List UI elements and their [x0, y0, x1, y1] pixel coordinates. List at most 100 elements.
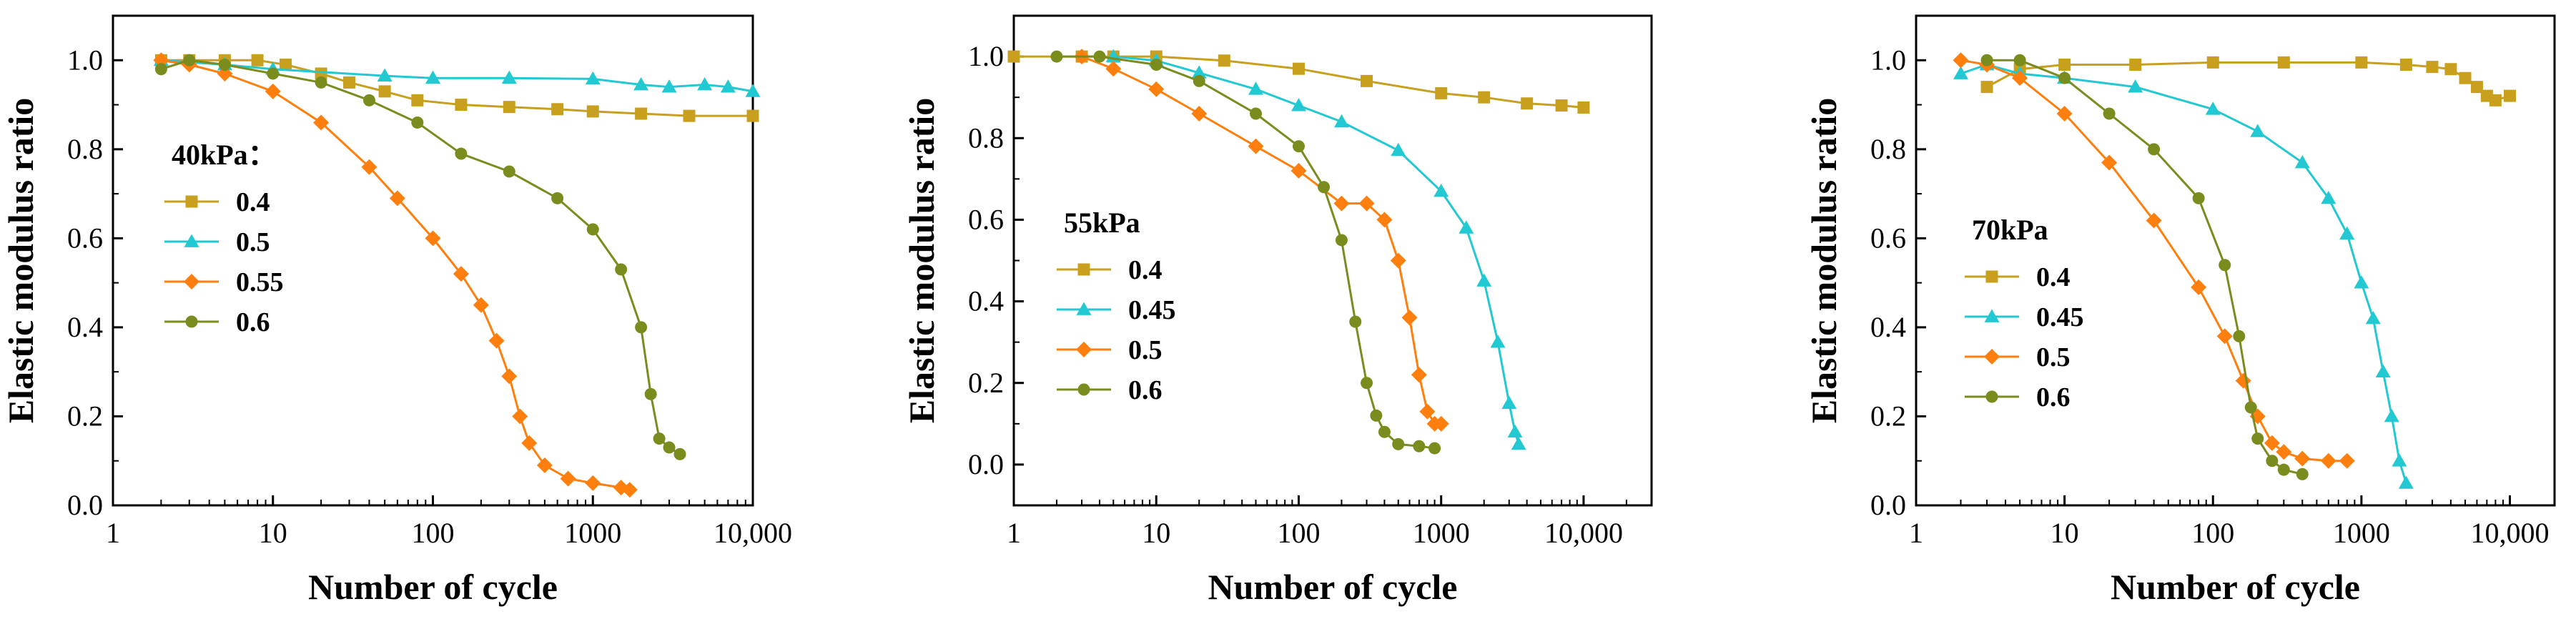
- data-point: [1050, 50, 1063, 63]
- legend-marker: [1984, 349, 2000, 365]
- data-point: [586, 105, 599, 118]
- data-point: [1093, 50, 1106, 63]
- data-point: [586, 223, 599, 236]
- plot-frame: [1012, 14, 1653, 507]
- legend-label: 0.4: [236, 187, 270, 217]
- chart-panel-70kPa: 1 10 100 1000 10,000 0.0 0.2 0.4 0.6 0.8 1.0 Number…: [1804, 14, 2556, 607]
- data-point: [2294, 450, 2311, 467]
- data-point: [1507, 424, 1523, 438]
- x-tick-label: 10: [1142, 517, 1170, 549]
- data-point: [2426, 61, 2439, 74]
- data-point: [1391, 142, 1406, 157]
- data-point: [2216, 328, 2233, 345]
- legend-marker: [184, 274, 199, 289]
- data-point: [2250, 124, 2266, 137]
- data-point: [1191, 65, 1207, 79]
- data-point: [1478, 91, 1491, 104]
- data-point: [453, 266, 469, 282]
- data-point: [1419, 403, 1436, 420]
- legend-marker: [184, 234, 199, 247]
- data-point: [1333, 114, 1349, 128]
- data-point: [1291, 98, 1306, 112]
- legend-label: 0.55: [236, 267, 284, 297]
- data-point: [1401, 310, 1418, 326]
- data-point: [697, 77, 713, 91]
- data-point: [683, 109, 696, 122]
- y-tick-label: 1.0: [67, 44, 103, 76]
- data-point: [315, 67, 327, 80]
- y-tick-label: 0.0: [1870, 489, 1906, 521]
- data-point: [1378, 425, 1391, 438]
- data-point: [1318, 181, 1331, 194]
- x-tick-label: 10: [2051, 517, 2079, 549]
- data-point: [1376, 212, 1393, 228]
- series-0.45: [1953, 57, 2414, 489]
- plot-frame: [1915, 14, 2556, 507]
- legend-marker: [1077, 263, 1090, 276]
- plot-frame: [112, 14, 754, 507]
- x-tick-label: 1: [1909, 517, 1923, 549]
- x-tick-label: 100: [412, 517, 455, 549]
- data-point: [720, 79, 736, 93]
- data-point: [2339, 226, 2355, 240]
- x-tick-label: 1000: [564, 517, 621, 549]
- data-point: [512, 408, 528, 425]
- data-point: [536, 457, 553, 473]
- data-point: [2277, 463, 2290, 476]
- data-point: [2058, 59, 2071, 71]
- data-point: [1459, 220, 1474, 234]
- data-point: [745, 84, 761, 97]
- series-0.45: [1105, 49, 1526, 450]
- data-point: [501, 368, 518, 385]
- data-point: [1953, 52, 1969, 69]
- legend-marker: [1985, 390, 1998, 403]
- data-point: [2444, 63, 2457, 76]
- y-tick-label: 0.4: [67, 311, 103, 343]
- legend-label: 0.6: [1128, 375, 1163, 405]
- data-point: [2056, 106, 2073, 122]
- data-point: [1335, 234, 1348, 247]
- x-tick-label: 10: [259, 517, 287, 549]
- data-point: [1370, 409, 1383, 422]
- y-tick-label: 0.6: [968, 203, 1004, 235]
- data-point: [1358, 195, 1375, 212]
- data-point: [1291, 162, 1307, 179]
- data-point: [267, 67, 280, 80]
- data-point: [1511, 436, 1526, 450]
- legend-marker: [1985, 270, 1998, 283]
- data-point: [2384, 408, 2399, 422]
- data-point: [2013, 54, 2026, 66]
- data-point: [635, 107, 648, 120]
- data-point: [2276, 444, 2292, 460]
- data-point: [1980, 54, 1993, 66]
- data-point: [473, 297, 489, 313]
- x-tick-label: 1: [1007, 517, 1021, 549]
- data-point: [1980, 81, 1993, 94]
- data-point: [265, 83, 281, 99]
- data-point: [1292, 140, 1305, 153]
- legend-label: 0.45: [1128, 295, 1176, 325]
- data-point: [1521, 97, 1534, 110]
- data-point: [2398, 475, 2414, 489]
- legend-marker: [185, 315, 198, 328]
- data-point: [455, 147, 468, 160]
- data-point: [673, 447, 686, 460]
- data-point: [411, 116, 424, 129]
- x-axis-title: Number of cycle: [308, 567, 558, 607]
- chart-panel-40kPa: 1 10 100 1000 10,000 0.0 0.2 0.4 0.6 0.8 1.0 Number…: [1, 14, 792, 607]
- data-point: [1428, 442, 1441, 455]
- data-point: [1007, 50, 1020, 63]
- data-point: [621, 482, 638, 498]
- series-0.5: [1074, 49, 1449, 432]
- data-point: [2339, 452, 2355, 469]
- data-point: [2058, 71, 2071, 84]
- series-0.6: [1050, 50, 1441, 455]
- data-point: [663, 441, 676, 454]
- legend-title: 40kPa：: [172, 139, 277, 171]
- y-axis-title: Elastic modulus ratio: [1, 98, 41, 424]
- x-tick-label: 1: [106, 517, 120, 549]
- legend-marker: [1984, 309, 2000, 322]
- data-point: [551, 192, 564, 204]
- y-tick-label: 0.8: [1870, 133, 1906, 165]
- y-tick-label: 1.0: [1870, 44, 1906, 76]
